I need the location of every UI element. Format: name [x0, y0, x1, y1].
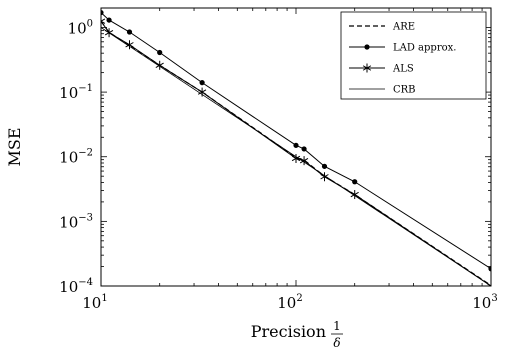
legend: ARE LAD approx. ALS CRB — [340, 11, 487, 100]
y-tick-label: 10−3 — [59, 212, 93, 231]
data-point — [125, 40, 134, 50]
y-axis-label: MSE — [5, 127, 24, 166]
data-point — [101, 9, 104, 16]
y-tick-label: 10−4 — [59, 277, 93, 296]
x-axis-label-numerator: 1 — [333, 319, 341, 333]
data-point — [157, 49, 163, 56]
legend-entry: CRB — [349, 85, 416, 96]
legend-label: CRB — [393, 85, 416, 96]
data-point — [301, 146, 307, 152]
series-lad-approx — [101, 9, 491, 272]
data-point — [320, 172, 329, 182]
legend-label: ARE — [392, 22, 415, 33]
x-tick-label: 101 — [82, 293, 107, 312]
data-point — [155, 60, 164, 70]
data-point — [299, 156, 309, 166]
x-tick-label: 102 — [277, 293, 302, 312]
data-point — [293, 142, 299, 148]
legend-label: LAD approx. — [393, 43, 456, 54]
legend-marker — [362, 63, 372, 73]
legend-marker — [364, 44, 370, 50]
legend-entry: LAD approx. — [349, 43, 456, 54]
y-tick-label: 100 — [68, 18, 93, 37]
x-tick-label: 103 — [472, 293, 497, 312]
data-point — [101, 16, 106, 26]
data-point — [197, 87, 207, 97]
x-axis-label: Precision — [251, 322, 326, 341]
data-point — [199, 80, 205, 86]
y-tick-label: 10−2 — [59, 148, 93, 167]
series-line-crb — [101, 27, 491, 286]
legend-label: ALS — [392, 64, 414, 75]
data-point — [488, 266, 491, 272]
series-line-lad-approx — [101, 12, 491, 270]
series-layer — [101, 9, 491, 286]
x-axis-label-denominator: δ — [333, 336, 340, 350]
x-axis-label-group: Precision 1 δ — [251, 319, 343, 350]
y-tick-label: 10−1 — [59, 83, 93, 102]
data-point — [126, 29, 133, 35]
data-point — [321, 163, 328, 169]
data-point — [350, 190, 359, 200]
data-point — [106, 17, 112, 23]
tick-layer: 101 102 103 10−4 10−3 10−2 10−1 100 — [59, 7, 498, 312]
series-crb — [101, 27, 491, 286]
data-point — [352, 179, 358, 185]
data-point — [291, 153, 301, 163]
legend-entry: ARE — [349, 22, 415, 33]
legend-entry: ALS — [349, 63, 414, 75]
